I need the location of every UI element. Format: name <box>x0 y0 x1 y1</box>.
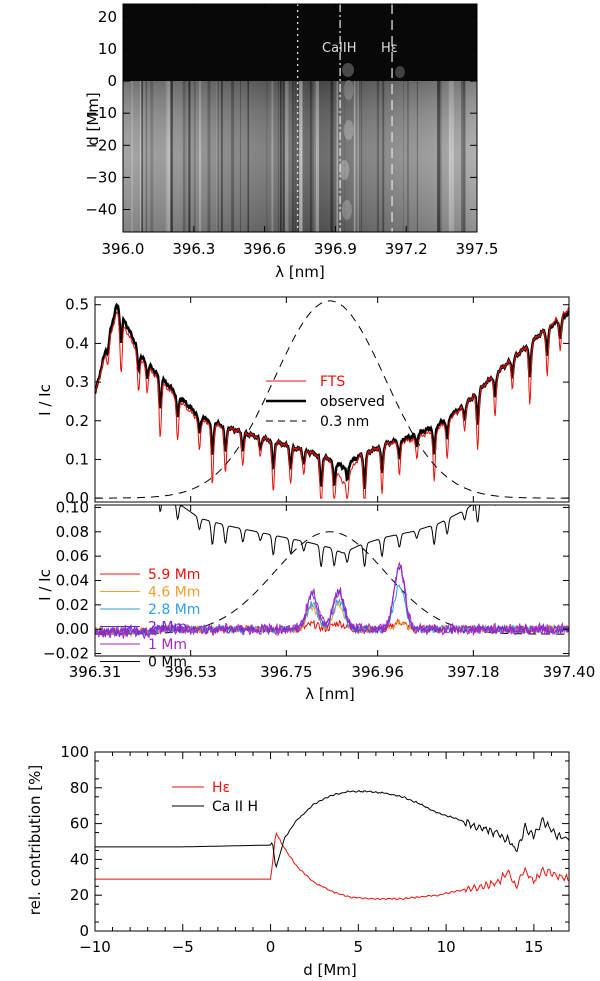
x-tick-label: 397.40 <box>543 663 596 681</box>
y-tick-label: 0.5 <box>65 296 89 314</box>
x-tick-label: 396.9 <box>314 240 357 258</box>
y-tick-label: 0.00 <box>56 620 89 638</box>
x-tick-label: 396.96 <box>351 663 404 681</box>
spectrum-frame <box>94 296 570 503</box>
x-tick-label: −5 <box>172 938 194 956</box>
y-tick-label: 0.2 <box>65 412 89 430</box>
emission-blob <box>395 66 405 78</box>
x-tick-label: 5 <box>354 938 364 956</box>
x-tick-label: 396.6 <box>243 240 286 258</box>
y-tick-label: 0.02 <box>56 596 89 614</box>
fts-curve <box>95 306 569 499</box>
legend-observed: observed <box>320 394 385 410</box>
x-tick-label: 396.31 <box>69 663 122 681</box>
difference-ylabel: I / Ic <box>36 569 54 601</box>
zero-mm-curve <box>158 505 496 568</box>
caii-h-curve <box>95 789 569 869</box>
y-tick-label: 0.04 <box>56 572 89 590</box>
y-tick-label: 40 <box>70 850 89 868</box>
off-limb-region <box>123 4 477 81</box>
spectrogram-panel: CaIIH Hε 396.0 396.3 396.6 396.9 397.2 397.5 2… <box>84 3 498 281</box>
legend-gauss: 0.3 nm <box>320 414 369 430</box>
x-tick-label: 396.0 <box>102 240 145 258</box>
contribution-curves <box>95 789 569 901</box>
spectrogram-xlabel: λ [nm] <box>275 263 324 281</box>
spectrogram-frame <box>122 3 478 233</box>
y-tick-label: −10 <box>85 104 117 122</box>
spectrum-curves <box>95 300 569 499</box>
x-tick-label: 396.75 <box>260 663 313 681</box>
legend-label: 5.9 Mm <box>148 567 200 583</box>
y-tick-label: 0 <box>79 922 89 940</box>
spectrogram-axes: 396.0 396.3 396.6 396.9 397.2 397.5 20 10 0 −10 −2… <box>85 4 498 258</box>
x-tick-label: 397.5 <box>456 240 499 258</box>
y-tick-label: 20 <box>70 886 89 904</box>
legend-label: 0 Mm <box>148 655 187 671</box>
y-tick-label: 60 <box>70 815 89 833</box>
legend-label: 1 Mm <box>148 637 187 653</box>
x-tick-label: 397.2 <box>385 240 428 258</box>
legend-hepsilon: Hε <box>212 780 230 796</box>
contribution-axes: −10 −5 0 5 10 15 0 20 40 60 80 100 <box>60 743 570 956</box>
y-tick-label: 0.08 <box>56 523 89 541</box>
y-tick-label: 0.10 <box>56 498 89 516</box>
spectrum-legend: FTS observed 0.3 nm <box>266 374 385 430</box>
difference-curve <box>95 561 569 640</box>
difference-panel: 396.31 396.53 396.75 396.96 397.18 397.40 0.10… <box>36 498 595 703</box>
gaussian-filter-curve <box>95 300 569 499</box>
line-markers <box>296 4 393 232</box>
y-tick-label: 10 <box>98 40 117 58</box>
contribution-ylabel: rel. contribution [%] <box>26 765 44 915</box>
difference-curves <box>95 505 569 640</box>
y-tick-label: 0.1 <box>65 450 89 468</box>
spectrum-axes: 0.0 0.1 0.2 0.3 0.4 0.5 <box>65 296 570 507</box>
y-tick-label: 0.06 <box>56 547 89 565</box>
x-tick-label: 396.53 <box>164 663 217 681</box>
y-tick-label: 0 <box>107 72 117 90</box>
y-tick-label: 20 <box>98 8 117 26</box>
caii-h-annotation: CaIIH <box>322 41 357 56</box>
h-epsilon-annotation: Hε <box>381 41 398 56</box>
y-tick-label: −30 <box>85 168 117 186</box>
difference-axes: 396.31 396.53 396.75 396.96 397.18 397.40 0.10… <box>43 498 595 681</box>
spectrum-panel: 0.0 0.1 0.2 0.3 0.4 0.5 I / Ic FTS observed 0… <box>36 296 570 507</box>
spectrogram-ylabel: d [Mm] <box>84 92 102 146</box>
legend-label: 2 Mm <box>148 620 187 636</box>
y-tick-label: 0.4 <box>65 334 89 352</box>
x-tick-label: −10 <box>79 938 111 956</box>
disk-shading <box>123 81 477 232</box>
legend-label: 2.8 Mm <box>148 602 200 618</box>
difference-legend: 5.9 Mm 4.6 Mm2.8 Mm 2 Mm1 Mm 0 Mm <box>100 567 200 671</box>
y-tick-label: 0.3 <box>65 373 89 391</box>
spectrum-ylabel: I / Ic <box>36 384 54 416</box>
h-epsilon-curve <box>95 831 569 901</box>
emission-blob <box>342 63 354 77</box>
legend-caiih: Ca II H <box>212 799 258 815</box>
y-tick-label: 0.0 <box>65 489 89 507</box>
x-tick-label: 397.18 <box>447 663 500 681</box>
x-tick-label: 0 <box>266 938 276 956</box>
y-tick-label: 80 <box>70 779 89 797</box>
y-tick-label: −40 <box>85 201 117 219</box>
contribution-legend: Hε Ca II H <box>172 780 258 815</box>
legend-fts: FTS <box>320 374 345 390</box>
contribution-panel: −10 −5 0 5 10 15 0 20 40 60 80 100 rel. contributio… <box>26 743 570 979</box>
x-tick-label: 396.3 <box>172 240 215 258</box>
legend-label: 4.6 Mm <box>148 585 200 601</box>
y-tick-label: 100 <box>60 743 89 761</box>
x-tick-label: 10 <box>437 938 456 956</box>
difference-xlabel: λ [nm] <box>305 685 354 703</box>
contribution-frame <box>94 751 570 932</box>
contribution-xlabel: d [Mm] <box>303 961 357 979</box>
y-tick-label: −20 <box>85 136 117 154</box>
x-tick-label: 15 <box>524 938 543 956</box>
y-tick-label: −0.02 <box>43 645 89 663</box>
